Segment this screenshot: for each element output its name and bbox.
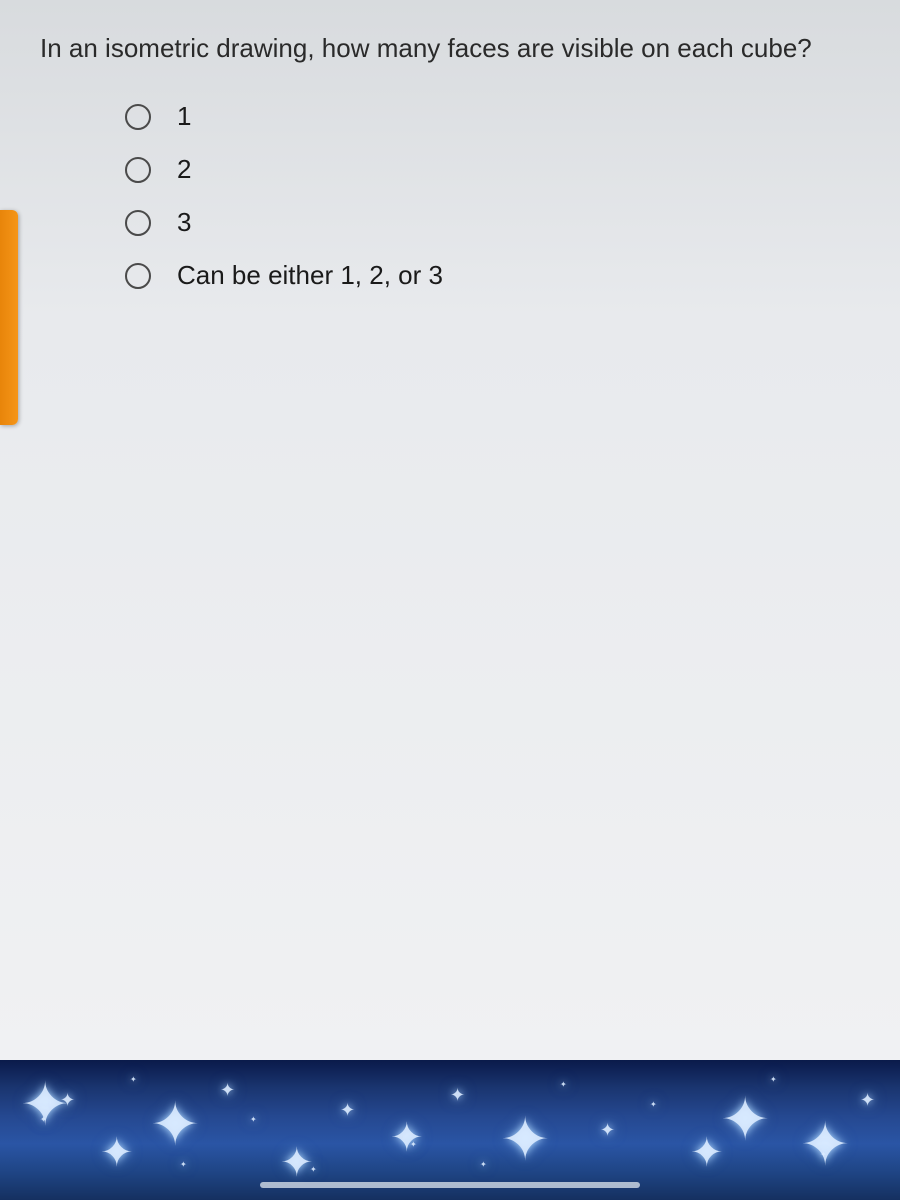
- sparkle-icon: ✦: [280, 1140, 314, 1186]
- option-row[interactable]: Can be either 1, 2, or 3: [125, 260, 870, 291]
- sparkle-icon: ✦: [800, 1110, 850, 1180]
- options-group: 1 2 3 Can be either 1, 2, or 3: [40, 101, 870, 291]
- bottom-wallpaper-bar: ✦✦✦✦✦✦✦✦✦✦✦✦✦✦✦✦✦✦✦✦✦✦✦✦✦✦: [0, 1060, 900, 1200]
- sparkle-icon: ✦: [720, 1085, 770, 1155]
- option-label: 1: [177, 101, 191, 132]
- option-label: 3: [177, 207, 191, 238]
- radio-button[interactable]: [125, 104, 151, 130]
- sparkle-icon: ✦: [600, 1120, 615, 1141]
- sparkle-icon: ✦: [60, 1090, 75, 1111]
- question-text: In an isometric drawing, how many faces …: [40, 30, 870, 66]
- sparkle-icon: ✦: [690, 1130, 724, 1176]
- option-row[interactable]: 1: [125, 101, 870, 132]
- radio-button[interactable]: [125, 263, 151, 289]
- sparkle-icon: ✦: [480, 1160, 487, 1169]
- radio-button[interactable]: [125, 157, 151, 183]
- sparkle-icon: ✦: [100, 1130, 134, 1176]
- sparkle-icon: ✦: [130, 1075, 137, 1084]
- sparkle-icon: ✦: [650, 1100, 657, 1109]
- sparkle-icon: ✦: [340, 1100, 355, 1121]
- side-tab[interactable]: [0, 210, 18, 425]
- sparkle-icon: ✦: [770, 1075, 777, 1084]
- sparkle-icon: ✦: [500, 1105, 550, 1175]
- sparkle-icon: ✦: [450, 1085, 465, 1106]
- sparkle-icon: ✦: [220, 1080, 235, 1101]
- sparkle-icon: ✦: [310, 1165, 317, 1174]
- sparkle-icon: ✦: [410, 1140, 417, 1149]
- sparkle-icon: ✦: [250, 1115, 257, 1124]
- sparkle-icon: ✦: [860, 1090, 875, 1111]
- radio-button[interactable]: [125, 210, 151, 236]
- option-label: 2: [177, 154, 191, 185]
- home-indicator[interactable]: [260, 1182, 640, 1188]
- option-label: Can be either 1, 2, or 3: [177, 260, 443, 291]
- sparkle-icon: ✦: [820, 1150, 827, 1159]
- sparkle-icon: ✦: [390, 1115, 424, 1161]
- option-row[interactable]: 3: [125, 207, 870, 238]
- sparkle-icon: ✦: [40, 1115, 47, 1124]
- question-panel: In an isometric drawing, how many faces …: [0, 0, 900, 1060]
- sparkle-icon: ✦: [560, 1080, 567, 1089]
- option-row[interactable]: 2: [125, 154, 870, 185]
- sparkle-icon: ✦: [180, 1160, 187, 1169]
- sparkle-icon: ✦: [150, 1090, 200, 1160]
